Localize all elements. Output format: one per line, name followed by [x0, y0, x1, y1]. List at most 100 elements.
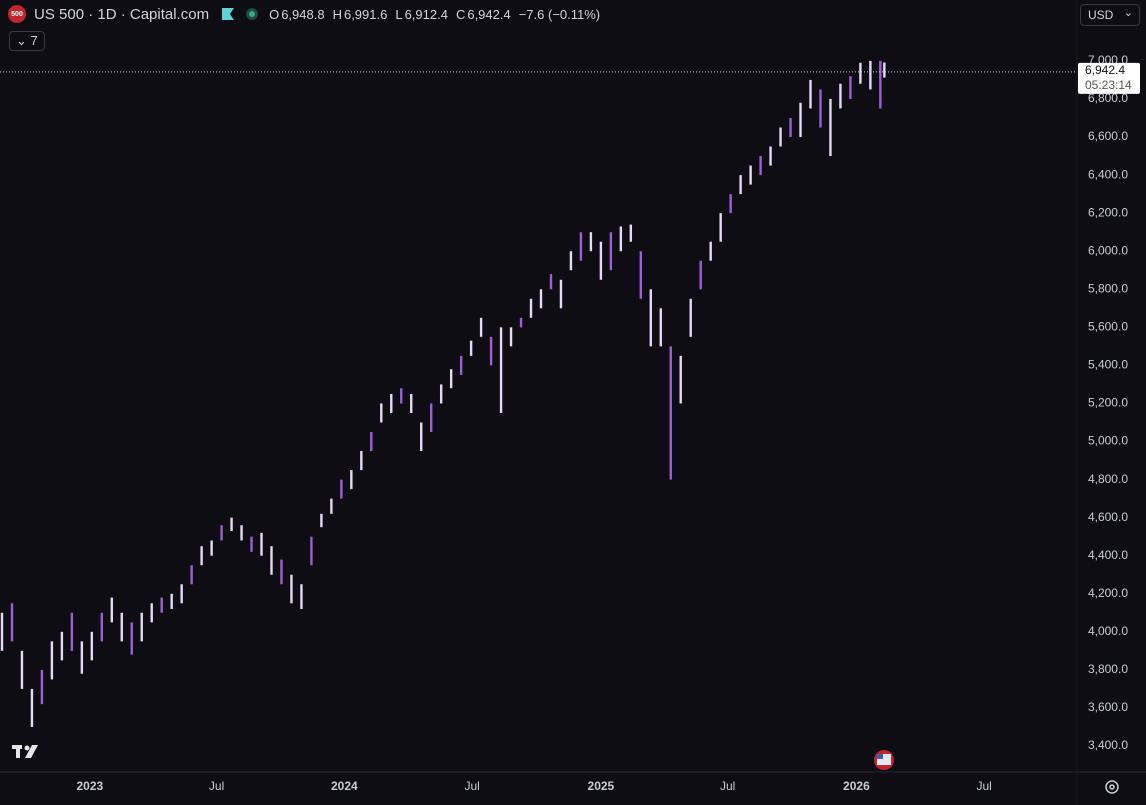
ohlc-values: O 6,948.8 H 6,991.6 L 6,912.4 C 6,942.4 −7.6…: [269, 7, 600, 22]
price-bar: [519, 317, 523, 328]
price-bar: [469, 340, 473, 356]
price-bar: [10, 603, 14, 642]
open-value: 6,948.8: [281, 6, 325, 22]
x-tick-label: 2026: [843, 779, 870, 793]
close-value: 6,942.4: [467, 6, 511, 22]
last-price-label: 6,942.4: [1085, 63, 1125, 77]
price-bar: [509, 327, 513, 347]
price-bar: [20, 650, 24, 689]
y-tick-label: 3,600.0: [1088, 700, 1128, 714]
countdown-label: 05:23:14: [1085, 78, 1132, 92]
price-bar: [809, 79, 812, 109]
symbol-logo[interactable]: 500: [8, 5, 26, 23]
price-bar: [40, 669, 44, 705]
price-bar: [639, 251, 643, 299]
price-bar: [350, 470, 353, 490]
y-tick-label: 3,800.0: [1088, 662, 1128, 676]
price-bar: [50, 641, 54, 680]
currency-label: USD: [1088, 8, 1114, 22]
price-bar: [390, 393, 393, 413]
price-bar: [300, 584, 303, 609]
price-bar: [779, 127, 782, 147]
price-bar: [689, 298, 692, 337]
price-bar: [449, 369, 453, 389]
price-bar: [400, 388, 403, 404]
price-bar: [839, 83, 842, 109]
price-bar: [799, 102, 802, 138]
x-tick-label: Jul: [720, 779, 735, 793]
x-tick-label: 2023: [76, 779, 103, 793]
price-bar: [719, 213, 722, 242]
price-bar: [210, 540, 213, 556]
price-bar: [489, 336, 493, 366]
price-bar: [709, 241, 712, 261]
price-bar: [769, 146, 772, 166]
price-bar: [739, 175, 742, 195]
price-bar: [240, 525, 243, 541]
y-tick-label: 4,200.0: [1088, 586, 1128, 600]
y-tick-label: 6,600.0: [1088, 129, 1128, 143]
price-bar: [609, 232, 613, 271]
y-tick-label: 5,200.0: [1088, 396, 1128, 410]
x-tick-label: Jul: [464, 779, 479, 793]
last-price-box: [1078, 62, 1140, 94]
price-bar: [729, 194, 732, 214]
price-bars: [0, 60, 886, 727]
price-bar: [410, 393, 413, 413]
price-bar: [290, 574, 293, 604]
price-bar: [310, 536, 313, 566]
open-label: O: [269, 6, 280, 22]
indicator-count: 7: [30, 33, 38, 48]
y-tick-label: 5,400.0: [1088, 358, 1128, 372]
y-tick-label: 6,400.0: [1088, 167, 1128, 181]
y-tick-label: 4,400.0: [1088, 548, 1128, 562]
price-bar: [459, 355, 463, 375]
price-bar: [439, 384, 443, 404]
price-bar: [629, 224, 633, 242]
price-bar: [170, 593, 173, 609]
price-bar: [380, 403, 383, 423]
price-bar: [90, 631, 94, 661]
price-bar: [250, 536, 253, 552]
settings-icon[interactable]: [1105, 780, 1119, 794]
price-bar: [549, 274, 553, 290]
price-bar: [230, 517, 233, 531]
currency-select[interactable]: USD: [1080, 4, 1140, 26]
price-bar: [120, 612, 123, 642]
price-bar: [430, 403, 433, 433]
price-bar: [599, 241, 603, 280]
x-tick-label: Jul: [976, 779, 991, 793]
price-bar: [220, 525, 223, 541]
price-bar: [200, 546, 203, 566]
price-bar: [190, 565, 193, 585]
status-dot: [246, 8, 259, 20]
y-tick-label: 4,600.0: [1088, 510, 1128, 524]
flag-icon[interactable]: [874, 750, 894, 770]
y-tick-label: 6,000.0: [1088, 243, 1128, 257]
symbol-header: 500 US 500 · 1D · Capital.com O 6,948.8 H…: [8, 5, 600, 23]
price-bar: [320, 513, 323, 528]
price-bar: [749, 165, 752, 185]
change-value: −7.6 (−0.11%): [518, 6, 601, 22]
symbol-title[interactable]: US 500 · 1D · Capital.com: [34, 5, 210, 23]
price-bar: [150, 603, 153, 623]
low-label: L: [395, 6, 403, 22]
y-tick-label: 6,200.0: [1088, 205, 1128, 219]
price-bar: [699, 260, 702, 290]
price-bar: [869, 60, 872, 90]
price-bar: [140, 612, 143, 642]
price-bar: [499, 327, 503, 413]
indicators-toggle[interactable]: ⌄ 7: [9, 31, 45, 51]
flag-badge: [222, 8, 235, 20]
price-bar: [829, 98, 832, 157]
price-bar: [130, 622, 133, 655]
y-tick-label: 4,800.0: [1088, 472, 1128, 486]
price-bar: [819, 89, 822, 128]
price-bar: [260, 532, 263, 556]
y-tick-label: 6,800.0: [1088, 91, 1128, 105]
price-bar: [849, 76, 852, 99]
price-bar: [883, 62, 886, 78]
close-label: C: [455, 6, 466, 22]
price-bar: [579, 232, 583, 261]
